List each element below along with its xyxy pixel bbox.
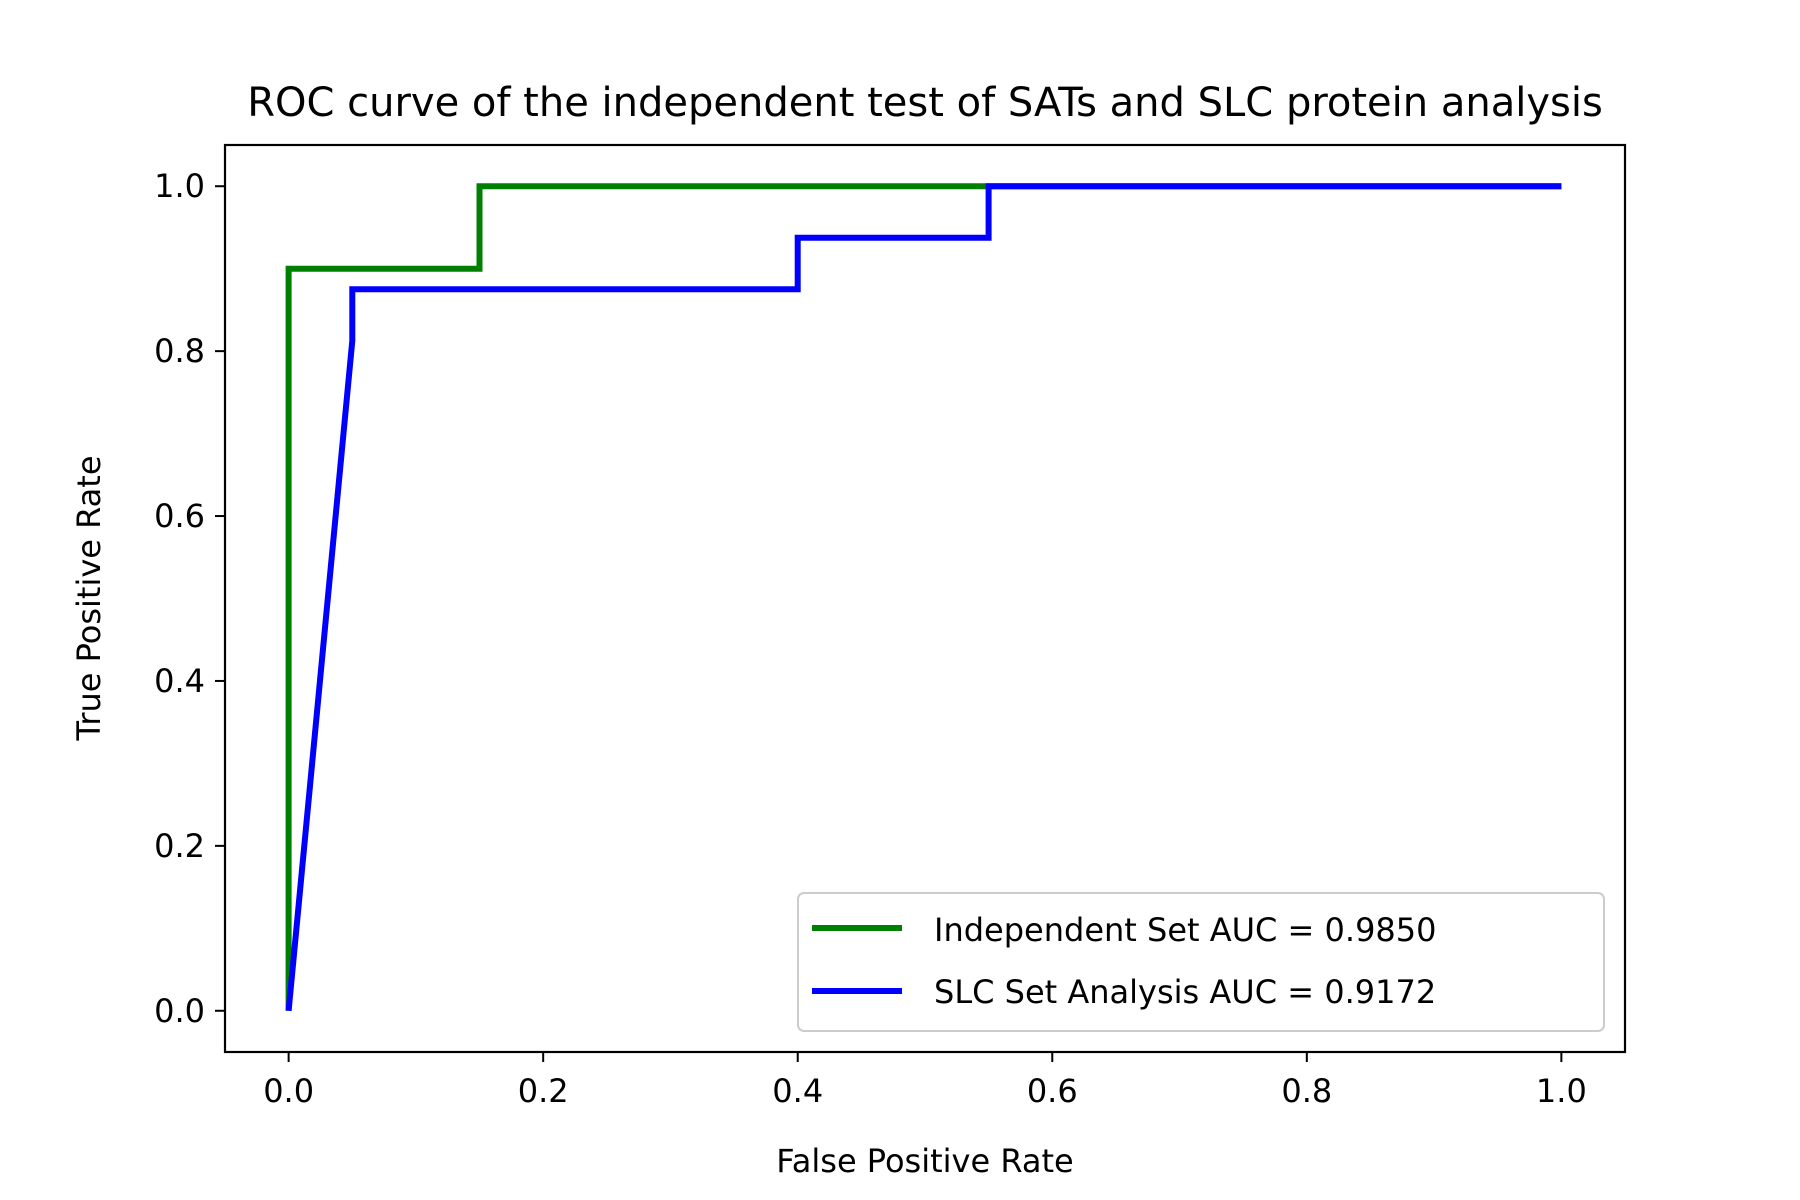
x-tick-label: 0.2 — [518, 1072, 569, 1110]
y-tick-label: 1.0 — [154, 167, 205, 205]
x-tick-label: 1.0 — [1536, 1072, 1587, 1110]
x-tick-label: 0.8 — [1281, 1072, 1332, 1110]
series-line-1 — [285, 183, 1562, 1012]
y-tick-label: 0.6 — [154, 497, 205, 535]
y-tick-label: 0.4 — [154, 662, 205, 700]
x-axis-title: False Positive Rate — [776, 1142, 1073, 1180]
legend: Independent Set AUC = 0.9850 SLC Set Ana… — [797, 892, 1605, 1032]
y-tick-label: 0.0 — [154, 992, 205, 1030]
x-axis-ticks: 0.0 0.2 0.4 0.6 0.8 1.0 — [263, 1052, 1587, 1110]
series-layer — [285, 183, 1562, 1012]
y-axis-ticks: 0.0 0.2 0.4 0.6 0.8 1.0 — [154, 167, 225, 1030]
legend-box — [797, 892, 1605, 1032]
y-tick-label: 0.2 — [154, 827, 205, 865]
x-tick-label: 0.4 — [772, 1072, 823, 1110]
series-line-0 — [285, 183, 1562, 1011]
x-tick-label: 0.6 — [1027, 1072, 1078, 1110]
y-tick-label: 0.8 — [154, 332, 205, 370]
plot-frame — [223, 143, 1627, 1054]
legend-label-slc: SLC Set Analysis AUC = 0.9172 — [934, 973, 1436, 1011]
y-axis-title: True Positive Rate — [70, 455, 108, 741]
legend-label-independent: Independent Set AUC = 0.9850 — [934, 911, 1437, 949]
x-tick-label: 0.0 — [263, 1072, 314, 1110]
chart-title: ROC curve of the independent test of SAT… — [247, 80, 1603, 126]
